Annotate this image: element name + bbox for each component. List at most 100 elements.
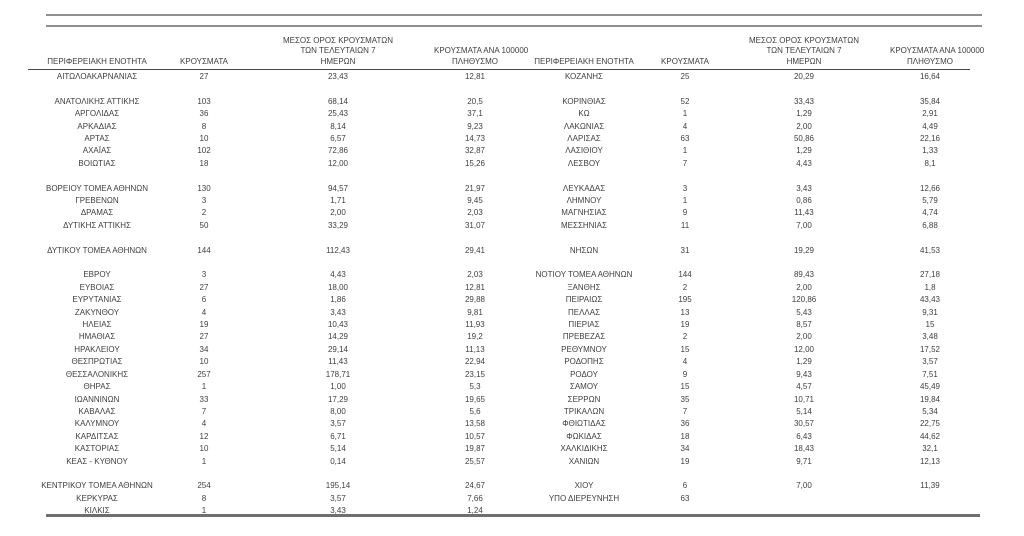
table-row: ΘΕΣΣΑΛΟΝΙΚΗΣ 257 178,71 23,15 ΡΟΔΟΥ 9 9,43 7,51 bbox=[28, 369, 970, 381]
value-cell: 1 bbox=[201, 382, 207, 392]
value-cell: 9,43 bbox=[796, 369, 812, 379]
value-cell: 4 bbox=[682, 357, 688, 367]
table-row: ΚΕΝΤΡΙΚΟΥ ΤΟΜΕΑ ΑΘΗΝΩΝ 254 195,14 24,67 ΧΙΟΥ… bbox=[28, 480, 970, 492]
value-cell: 29,88 bbox=[464, 295, 486, 305]
region-cell: ΧΑΛΚΙΔΙΚΗΣ bbox=[560, 444, 608, 454]
value-cell: 130 bbox=[197, 183, 211, 193]
table-row: ΗΛΕΙΑΣ 19 10,43 11,93 ΠΙΕΡΙΑΣ 19 8,57 15 bbox=[28, 319, 970, 331]
value-cell: 15 bbox=[680, 382, 690, 392]
value-cell: 11,39 bbox=[920, 481, 940, 491]
covid-regional-cases-table: ΠΕΡΙΦΕΡΕΙΑΚΗ ΕΝΟΤΗΤΑ ΚΡΟΥΣΜΑΤΑ ΜΕΣΟΣ ΟΡΟ… bbox=[28, 31, 984, 518]
region-cell: ΖΑΚΥΝΘΟΥ bbox=[74, 307, 120, 317]
value-cell: 41,53 bbox=[919, 245, 941, 255]
value-cell: 12,81 bbox=[464, 72, 486, 81]
value-cell: 7 bbox=[682, 158, 688, 168]
spacer-row bbox=[28, 468, 970, 480]
table-row: ΚΕΑΣ - ΚΥΘΝΟΥ 1 0,14 25,57 ΧΑΝΙΩΝ 19 9,71 12,13 bbox=[28, 456, 970, 468]
region-cell: ΝΗΣΩΝ bbox=[569, 245, 599, 255]
value-cell: 9,45 bbox=[467, 196, 483, 206]
value-cell: 6,43 bbox=[796, 431, 812, 441]
table-row: ΕΥΡΥΤΑΝΙΑΣ 6 1,86 29,88 ΠΕΙΡΑΙΩΣ 195 120,86 43,… bbox=[28, 294, 970, 306]
value-cell: 19 bbox=[680, 456, 690, 466]
region-cell: ΚΕΝΤΡΙΚΟΥ ΤΟΜΕΑ ΑΘΗΝΩΝ bbox=[41, 481, 153, 491]
value-cell: 18 bbox=[199, 158, 209, 168]
value-cell: 33,43 bbox=[793, 96, 815, 106]
region-cell: ΠΕΙΡΑΙΩΣ bbox=[565, 295, 603, 305]
region-cell: ΠΕΛΛΑΣ bbox=[567, 307, 601, 317]
value-cell: 34 bbox=[199, 344, 209, 354]
value-cell: 9 bbox=[682, 208, 688, 218]
value-cell: 3,48 bbox=[922, 332, 938, 342]
value-cell: 12,13 bbox=[919, 456, 941, 466]
value-cell: 10,71 bbox=[793, 394, 815, 404]
value-cell: 4,57 bbox=[796, 382, 812, 392]
region-cell: ΛΑΣΙΘΙΟΥ bbox=[565, 146, 603, 156]
value-cell: 23,43 bbox=[327, 72, 349, 81]
value-cell: 43,43 bbox=[919, 295, 941, 305]
table-row: ΕΥΒΟΙΑΣ 27 18,00 12,81 ΞΑΝΘΗΣ 2 2,00 1,8 bbox=[28, 282, 970, 294]
value-cell: 1 bbox=[682, 146, 688, 156]
value-cell: 45,49 bbox=[919, 382, 941, 392]
region-cell: ΚΟΖΑΝΗΣ bbox=[564, 72, 604, 81]
spacer-cell bbox=[28, 232, 970, 244]
region-cell: ΞΑΝΘΗΣ bbox=[567, 282, 601, 292]
value-cell: 1,33 bbox=[922, 146, 938, 156]
value-cell: 19,65 bbox=[464, 394, 486, 404]
value-cell: 3 bbox=[201, 270, 207, 280]
value-cell: 144 bbox=[678, 270, 692, 280]
region-cell: ΗΡΑΚΛΕΙΟΥ bbox=[74, 344, 120, 354]
value-cell: 44,62 bbox=[919, 431, 941, 441]
value-cell: 27 bbox=[199, 332, 209, 342]
region-cell: ΛΕΥΚΑΔΑΣ bbox=[562, 183, 606, 193]
value-cell: 2,00 bbox=[796, 121, 812, 131]
value-cell: 17,52 bbox=[919, 344, 941, 354]
value-cell: 50 bbox=[199, 220, 209, 230]
table-row: ΑΡΤΑΣ 10 6,57 14,73 ΛΑΡΙΣΑΣ 63 50,86 22,16 bbox=[28, 133, 970, 145]
table-row: ΚΑΒΑΛΑΣ 7 8,00 5,6 ΤΡΙΚΑΛΩΝ 7 5,14 5,34 bbox=[28, 406, 970, 418]
value-cell: 5,34 bbox=[922, 406, 938, 416]
value-cell: 12,81 bbox=[464, 282, 486, 292]
value-cell: 11,93 bbox=[465, 320, 485, 330]
value-cell: 3 bbox=[201, 196, 207, 206]
value-cell: 2,00 bbox=[796, 282, 812, 292]
value-cell: 32,87 bbox=[464, 146, 486, 156]
value-cell: 33,29 bbox=[327, 220, 349, 230]
table-row: ΑΡΚΑΔΙΑΣ 8 8,14 9,23 ΛΑΚΩΝΙΑΣ 4 2,00 4,49 bbox=[28, 121, 970, 133]
value-cell: 4 bbox=[201, 307, 207, 317]
spacer-cell bbox=[28, 468, 970, 480]
value-cell: 144 bbox=[197, 245, 211, 255]
value-cell: 25 bbox=[680, 72, 690, 81]
value-cell: 50,86 bbox=[793, 134, 815, 144]
region-cell: ΛΗΜΝΟΥ bbox=[566, 196, 602, 206]
region-cell: ΛΑΚΩΝΙΑΣ bbox=[563, 121, 605, 131]
region-cell: ΒΟΡΕΙΟΥ ΤΟΜΕΑ ΑΘΗΝΩΝ bbox=[45, 183, 149, 193]
value-cell: 5,79 bbox=[922, 196, 938, 206]
value-cell: 22,94 bbox=[464, 357, 486, 367]
value-cell: 18 bbox=[680, 431, 690, 441]
region-cell: ΡΕΘΥΜΝΟΥ bbox=[561, 344, 607, 354]
spacer-row bbox=[28, 170, 970, 182]
value-cell: 68,14 bbox=[327, 96, 349, 106]
value-cell: 10,43 bbox=[327, 320, 349, 330]
table-row: ΑΙΤΩΛΟΑΚΑΡΝΑΝΙΑΣ 27 23,43 12,81 ΚΟΖΑΝΗΣ 25 20,… bbox=[28, 70, 970, 84]
spacer-row bbox=[28, 232, 970, 244]
region-cell: ΒΟΙΩΤΙΑΣ bbox=[78, 158, 116, 168]
region-cell: ΛΑΡΙΣΑΣ bbox=[567, 134, 601, 144]
value-cell: 63 bbox=[680, 134, 690, 144]
region-cell: ΗΛΕΙΑΣ bbox=[82, 320, 112, 330]
value-cell: 24,67 bbox=[464, 481, 486, 491]
value-cell: 9,71 bbox=[796, 456, 812, 466]
value-cell: 19,2 bbox=[467, 332, 483, 342]
value-cell: 5,43 bbox=[796, 307, 812, 317]
value-cell: 3,57 bbox=[330, 419, 346, 429]
value-cell: 16,64 bbox=[919, 72, 941, 81]
region-cell: ΑΧΑΪΑΣ bbox=[82, 146, 112, 156]
value-cell: 4,74 bbox=[922, 208, 938, 218]
value-cell: 9,23 bbox=[467, 121, 483, 131]
value-cell: 36 bbox=[680, 419, 690, 429]
value-cell: 2,00 bbox=[330, 208, 346, 218]
value-cell: 11,13 bbox=[465, 344, 485, 354]
region-cell: ΚΑΒΑΛΑΣ bbox=[78, 406, 116, 416]
value-cell: 19 bbox=[680, 320, 690, 330]
value-cell: 1,71 bbox=[330, 196, 346, 206]
